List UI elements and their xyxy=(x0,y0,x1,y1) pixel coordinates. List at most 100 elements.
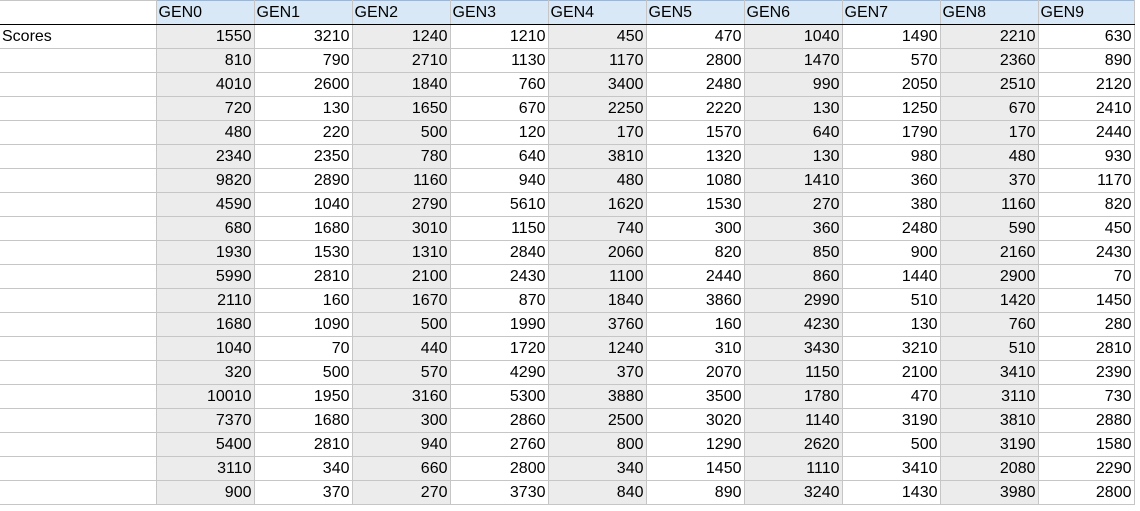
score-cell[interactable]: 2800 xyxy=(1037,480,1135,505)
score-cell[interactable]: 2710 xyxy=(351,48,451,73)
score-cell[interactable]: 630 xyxy=(1037,24,1135,49)
score-cell[interactable]: 1450 xyxy=(1037,288,1135,313)
score-cell[interactable]: 890 xyxy=(1037,48,1135,73)
score-cell[interactable]: 2430 xyxy=(449,264,549,289)
score-cell[interactable]: 2070 xyxy=(645,360,745,385)
score-cell[interactable]: 450 xyxy=(1037,216,1135,241)
score-cell[interactable]: 270 xyxy=(351,480,451,505)
score-cell[interactable]: 3860 xyxy=(645,288,745,313)
score-cell[interactable]: 3410 xyxy=(841,456,941,481)
score-cell[interactable]: 810 xyxy=(155,48,255,73)
score-cell[interactable]: 130 xyxy=(743,96,843,121)
score-cell[interactable]: 320 xyxy=(155,360,255,385)
empty-label-cell[interactable] xyxy=(0,264,157,289)
score-cell[interactable]: 840 xyxy=(547,480,647,505)
score-cell[interactable]: 990 xyxy=(743,72,843,97)
score-cell[interactable]: 1530 xyxy=(645,192,745,217)
score-cell[interactable]: 980 xyxy=(841,144,941,169)
empty-label-cell[interactable] xyxy=(0,384,157,409)
score-cell[interactable]: 470 xyxy=(645,24,745,49)
score-cell[interactable]: 3980 xyxy=(939,480,1039,505)
score-cell[interactable]: 2290 xyxy=(1037,456,1135,481)
empty-label-cell[interactable] xyxy=(0,480,157,505)
score-cell[interactable]: 1470 xyxy=(743,48,843,73)
score-cell[interactable]: 1720 xyxy=(449,336,549,361)
score-cell[interactable]: 1240 xyxy=(351,24,451,49)
score-cell[interactable]: 2060 xyxy=(547,240,647,265)
empty-label-cell[interactable] xyxy=(0,432,157,457)
score-cell[interactable]: 780 xyxy=(351,144,451,169)
score-cell[interactable]: 2480 xyxy=(645,72,745,97)
column-header-cell[interactable]: GEN8 xyxy=(939,0,1039,25)
score-cell[interactable]: 3110 xyxy=(155,456,255,481)
score-cell[interactable]: 2840 xyxy=(449,240,549,265)
score-cell[interactable]: 1440 xyxy=(841,264,941,289)
score-cell[interactable]: 340 xyxy=(547,456,647,481)
column-header-cell[interactable]: GEN9 xyxy=(1037,0,1135,25)
score-cell[interactable]: 2600 xyxy=(253,72,353,97)
score-cell[interactable]: 2810 xyxy=(253,264,353,289)
score-cell[interactable]: 4010 xyxy=(155,72,255,97)
score-cell[interactable]: 900 xyxy=(841,240,941,265)
score-cell[interactable]: 160 xyxy=(645,312,745,337)
score-cell[interactable]: 270 xyxy=(743,192,843,217)
score-cell[interactable]: 3020 xyxy=(645,408,745,433)
score-cell[interactable]: 440 xyxy=(351,336,451,361)
score-cell[interactable]: 500 xyxy=(351,120,451,145)
score-cell[interactable]: 1040 xyxy=(253,192,353,217)
score-cell[interactable]: 1100 xyxy=(547,264,647,289)
score-cell[interactable]: 510 xyxy=(939,336,1039,361)
score-cell[interactable]: 480 xyxy=(155,120,255,145)
score-cell[interactable]: 2120 xyxy=(1037,72,1135,97)
score-cell[interactable]: 500 xyxy=(351,312,451,337)
score-cell[interactable]: 1620 xyxy=(547,192,647,217)
score-cell[interactable]: 870 xyxy=(449,288,549,313)
empty-label-cell[interactable] xyxy=(0,168,157,193)
score-cell[interactable]: 5610 xyxy=(449,192,549,217)
empty-label-cell[interactable] xyxy=(0,312,157,337)
score-cell[interactable]: 760 xyxy=(449,72,549,97)
score-cell[interactable]: 170 xyxy=(939,120,1039,145)
score-cell[interactable]: 130 xyxy=(743,144,843,169)
score-cell[interactable]: 480 xyxy=(939,144,1039,169)
score-cell[interactable]: 1680 xyxy=(253,408,353,433)
score-cell[interactable]: 1580 xyxy=(1037,432,1135,457)
empty-label-cell[interactable] xyxy=(0,192,157,217)
score-cell[interactable]: 2480 xyxy=(841,216,941,241)
score-cell[interactable]: 1080 xyxy=(645,168,745,193)
score-cell[interactable]: 3190 xyxy=(841,408,941,433)
score-cell[interactable]: 3210 xyxy=(841,336,941,361)
score-cell[interactable]: 1650 xyxy=(351,96,451,121)
score-cell[interactable]: 1160 xyxy=(939,192,1039,217)
score-cell[interactable]: 1840 xyxy=(547,288,647,313)
score-cell[interactable]: 3210 xyxy=(253,24,353,49)
score-cell[interactable]: 510 xyxy=(841,288,941,313)
empty-label-cell[interactable] xyxy=(0,288,157,313)
score-cell[interactable]: 930 xyxy=(1037,144,1135,169)
score-cell[interactable]: 1790 xyxy=(841,120,941,145)
score-cell[interactable]: 2800 xyxy=(645,48,745,73)
score-cell[interactable]: 160 xyxy=(253,288,353,313)
score-cell[interactable]: 360 xyxy=(743,216,843,241)
score-cell[interactable]: 2510 xyxy=(939,72,1039,97)
empty-label-cell[interactable] xyxy=(0,120,157,145)
score-cell[interactable]: 2800 xyxy=(449,456,549,481)
score-cell[interactable]: 1150 xyxy=(449,216,549,241)
score-cell[interactable]: 1780 xyxy=(743,384,843,409)
score-cell[interactable]: 280 xyxy=(1037,312,1135,337)
score-cell[interactable]: 1170 xyxy=(547,48,647,73)
score-cell[interactable]: 5300 xyxy=(449,384,549,409)
score-cell[interactable]: 3240 xyxy=(743,480,843,505)
score-cell[interactable]: 1570 xyxy=(645,120,745,145)
score-cell[interactable]: 820 xyxy=(1037,192,1135,217)
score-cell[interactable]: 170 xyxy=(547,120,647,145)
score-cell[interactable]: 850 xyxy=(743,240,843,265)
empty-label-cell[interactable] xyxy=(0,408,157,433)
score-cell[interactable]: 940 xyxy=(449,168,549,193)
score-cell[interactable]: 1310 xyxy=(351,240,451,265)
score-cell[interactable]: 1210 xyxy=(449,24,549,49)
column-header-cell[interactable]: GEN7 xyxy=(841,0,941,25)
score-cell[interactable]: 2250 xyxy=(547,96,647,121)
score-cell[interactable]: 9820 xyxy=(155,168,255,193)
score-cell[interactable]: 1450 xyxy=(645,456,745,481)
